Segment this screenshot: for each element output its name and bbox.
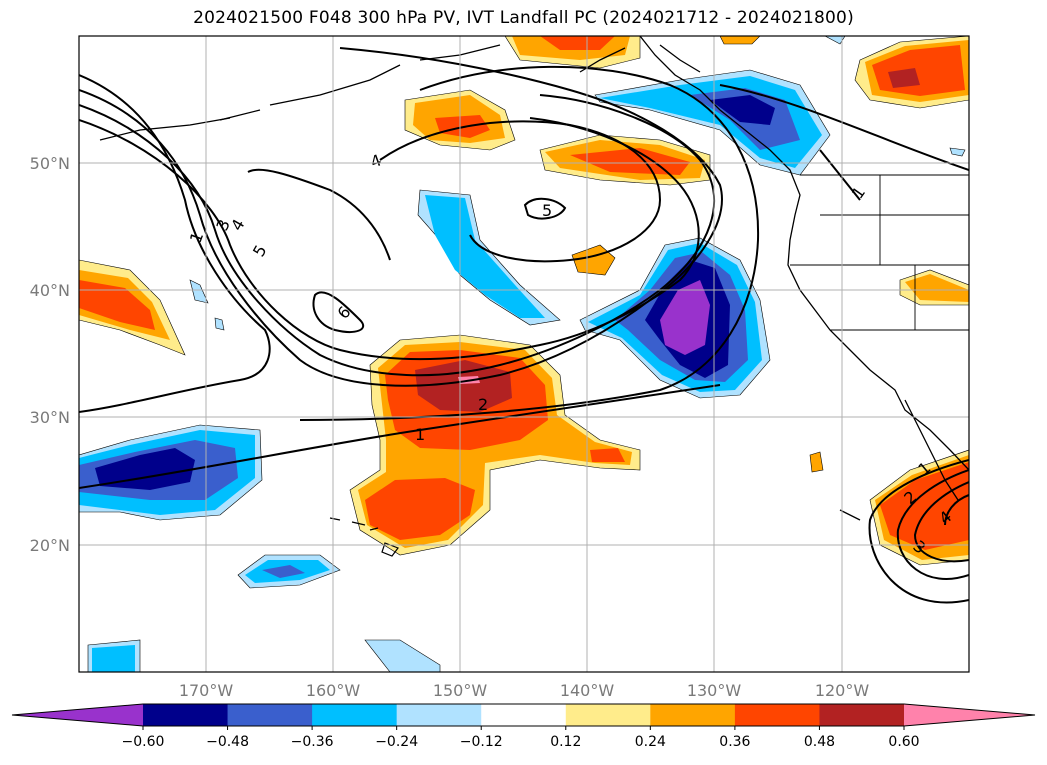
colorbar-tick-label: 0.48 — [804, 734, 835, 750]
lon-label: 150°W — [433, 681, 488, 700]
colorbar-tick-label: 0.12 — [550, 734, 581, 750]
lon-label: 160°W — [306, 681, 361, 700]
contour-4-inner — [379, 120, 662, 263]
contour-5 — [79, 117, 700, 361]
contour-se-3 — [913, 481, 969, 563]
contour-1-east — [719, 84, 969, 171]
lon-label: 130°W — [687, 681, 742, 700]
contour-se-1 — [868, 459, 969, 604]
colorbar-segment — [734, 704, 820, 726]
colorbar: −0.60 −0.48 −0.36 −0.24 −0.12 0.12 0.24 0.36 0.4… — [11, 703, 1036, 750]
colorbar-extend-low — [12, 704, 143, 726]
colorbar-segment — [650, 704, 736, 726]
colorbar-extend-high — [904, 704, 1035, 726]
colorbar-segment — [481, 704, 567, 726]
contour-se-2 — [896, 469, 969, 580]
contour-5-north — [523, 197, 567, 220]
gridlines — [79, 36, 969, 672]
lat-label: 20°N — [30, 536, 70, 555]
colorbar-segment — [565, 704, 651, 726]
lon-label: 140°W — [560, 681, 615, 700]
contour-1-main — [79, 384, 721, 489]
latitude-labels: 50°N 40°N 30°N 20°N — [30, 154, 70, 555]
hawaii-islands — [329, 517, 399, 557]
colorbar-segment — [819, 704, 905, 726]
colorbar-segment — [396, 704, 482, 726]
lon-label: 170°W — [179, 681, 234, 700]
lat-label: 40°N — [30, 281, 70, 300]
colorbar-segment — [227, 704, 313, 726]
colorbar-tick-label: −0.36 — [291, 734, 334, 750]
lon-label: 120°W — [815, 681, 870, 700]
contour-outer — [299, 65, 760, 421]
colorbar-tick-label: −0.60 — [122, 734, 165, 750]
map-frame — [78, 35, 970, 673]
contour-4 — [79, 94, 716, 377]
lat-label: 50°N — [30, 154, 70, 173]
contour-6 — [312, 291, 365, 333]
political-borders — [790, 174, 969, 331]
map-title: 2024021500 F048 300 hPa PV, IVT Landfall… — [193, 8, 854, 28]
lat-label: 30°N — [30, 408, 70, 427]
contour-label: 5 — [542, 201, 552, 220]
colorbar-tick-label: 0.36 — [719, 734, 750, 750]
contour-label: 2 — [478, 395, 488, 414]
colorbar-segment — [312, 704, 398, 726]
longitude-labels: 170°W 160°W 150°W 140°W 130°W 120°W — [179, 681, 870, 700]
colorbar-tick-label: 0.24 — [635, 734, 666, 750]
contour-se-4 — [944, 494, 969, 526]
contour-3 — [79, 47, 723, 387]
colorbar-tick-label: −0.12 — [460, 734, 503, 750]
colorbar-tick-label: −0.24 — [375, 734, 418, 750]
colorbar-tick-label: 0.60 — [888, 734, 919, 750]
colorbar-segment — [143, 704, 229, 726]
colorbar-tick-label: −0.48 — [206, 734, 249, 750]
contour-label: 1 — [415, 425, 425, 444]
pv-contours — [79, 47, 969, 604]
